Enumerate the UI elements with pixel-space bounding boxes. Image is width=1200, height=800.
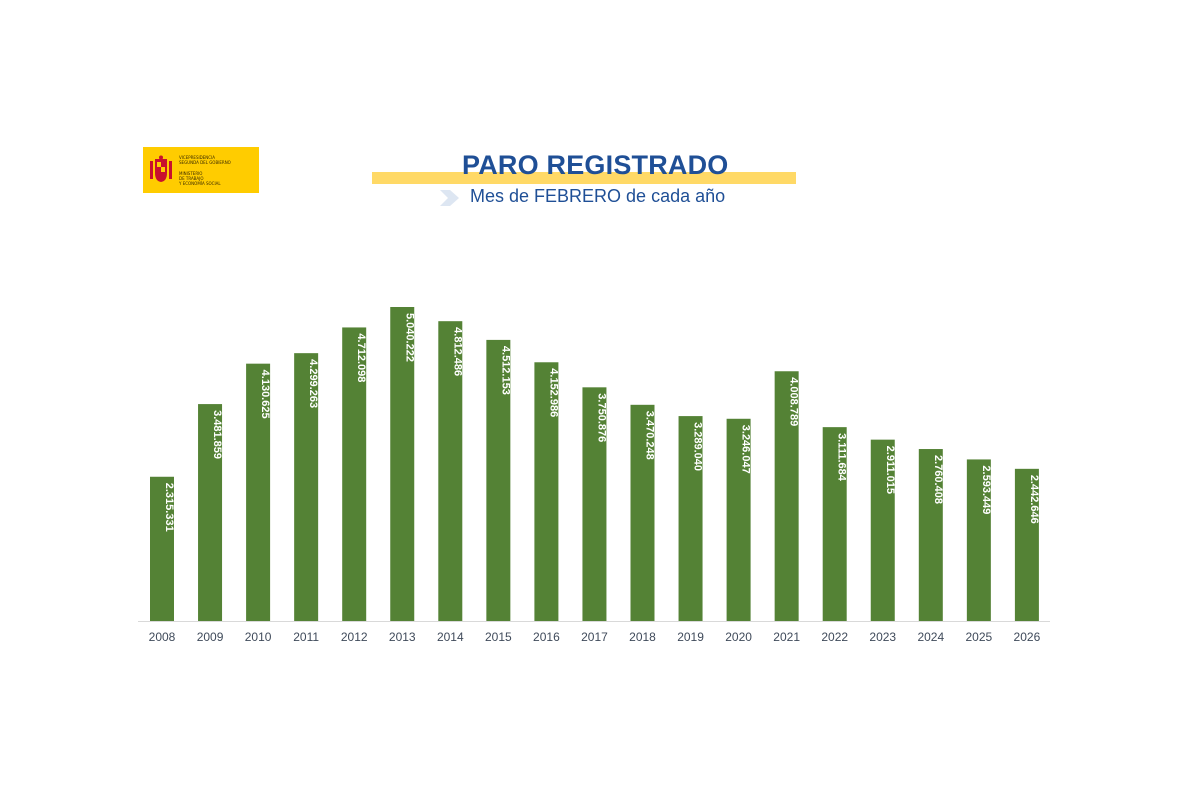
- chart-subtitle: Mes de FEBRERO de cada año: [470, 186, 726, 206]
- bar-2018: [630, 404, 655, 621]
- title-highlight-bar: [372, 172, 796, 184]
- x-tick-label-2009: 2009: [197, 630, 224, 644]
- bar-2015: [486, 339, 511, 621]
- x-tick-label-2021: 2021: [773, 630, 800, 644]
- logo-text-line-2: Segunda del Gobierno: [179, 159, 231, 165]
- data-label-2009: 3.481.859: [211, 410, 223, 459]
- bar-2012: [342, 327, 367, 621]
- bar-2010: [246, 363, 271, 621]
- x-tick-label-2018: 2018: [629, 630, 656, 644]
- bar-2011: [294, 353, 319, 621]
- bar-2025: [966, 459, 991, 621]
- data-label-2013: 5.040.222: [403, 313, 415, 362]
- x-tick-label-2012: 2012: [341, 630, 368, 644]
- data-label-2020: 3.246.047: [740, 425, 752, 474]
- x-tick-label-2011: 2011: [293, 630, 319, 644]
- bar-2013: [390, 307, 415, 621]
- logo-text-line-5: y Economía Social: [179, 180, 221, 186]
- x-tick-label-2025: 2025: [965, 630, 992, 644]
- data-label-2024: 2.760.408: [932, 455, 944, 504]
- data-label-2008: 2.315.331: [163, 483, 175, 532]
- bar-2016: [534, 362, 559, 621]
- bar-2008: [150, 476, 174, 621]
- bar-2019: [678, 416, 703, 621]
- bar-2026: [1014, 468, 1039, 621]
- data-label-2019: 3.289.040: [692, 422, 704, 471]
- x-tick-label-2023: 2023: [869, 630, 896, 644]
- bar-2021: [774, 371, 799, 621]
- x-tick-label-2019: 2019: [677, 630, 704, 644]
- data-label-2016: 4.152.986: [547, 368, 559, 417]
- data-label-2022: 3.111.684: [836, 433, 848, 482]
- x-tick-label-2020: 2020: [725, 630, 752, 644]
- data-label-2010: 4.130.625: [259, 370, 271, 419]
- x-tick-label-2016: 2016: [533, 630, 560, 644]
- data-label-2018: 3.470.248: [644, 411, 656, 460]
- bar-2017: [582, 387, 607, 621]
- x-tick-label-2014: 2014: [437, 630, 464, 644]
- x-tick-label-2024: 2024: [917, 630, 944, 644]
- x-tick-label-2015: 2015: [485, 630, 512, 644]
- bar-2020: [726, 418, 751, 621]
- x-tick-label-2017: 2017: [581, 630, 608, 644]
- data-label-2021: 4.008.789: [788, 377, 800, 426]
- logo-text-line-4: de Trabajo: [179, 175, 204, 181]
- x-tick-label-2022: 2022: [821, 630, 848, 644]
- data-label-2026: 2.442.646: [1028, 475, 1040, 524]
- logo-text-line-3: Ministerio: [179, 170, 203, 176]
- bar-2022: [822, 427, 847, 621]
- data-label-2014: 4.812.486: [451, 327, 463, 376]
- chart-title: PARO REGISTRADO: [462, 150, 729, 180]
- data-label-2017: 3.750.876: [595, 393, 607, 442]
- coat-of-arms-icon: [150, 155, 172, 182]
- data-label-2023: 2.911.015: [884, 446, 896, 494]
- logo-text-line-1: Vicepresidencia: [179, 154, 215, 160]
- data-label-2025: 2.593.449: [980, 465, 992, 514]
- bar-2023: [870, 439, 895, 621]
- bar-2014: [438, 321, 463, 621]
- x-tick-label-2010: 2010: [245, 630, 272, 644]
- ministry-logo: Vicepresidencia Segunda del Gobierno Min…: [143, 147, 259, 193]
- data-label-2015: 4.512.153: [499, 346, 511, 395]
- x-tick-label-2013: 2013: [389, 630, 416, 644]
- data-label-2012: 4.712.098: [355, 333, 367, 382]
- x-tick-label-2008: 2008: [149, 630, 176, 644]
- bar-2024: [918, 449, 943, 621]
- data-label-2011: 4.299.263: [307, 359, 319, 408]
- bar-2009: [198, 404, 223, 621]
- chevron-right-icon: [440, 190, 459, 206]
- x-tick-label-2026: 2026: [1014, 630, 1041, 644]
